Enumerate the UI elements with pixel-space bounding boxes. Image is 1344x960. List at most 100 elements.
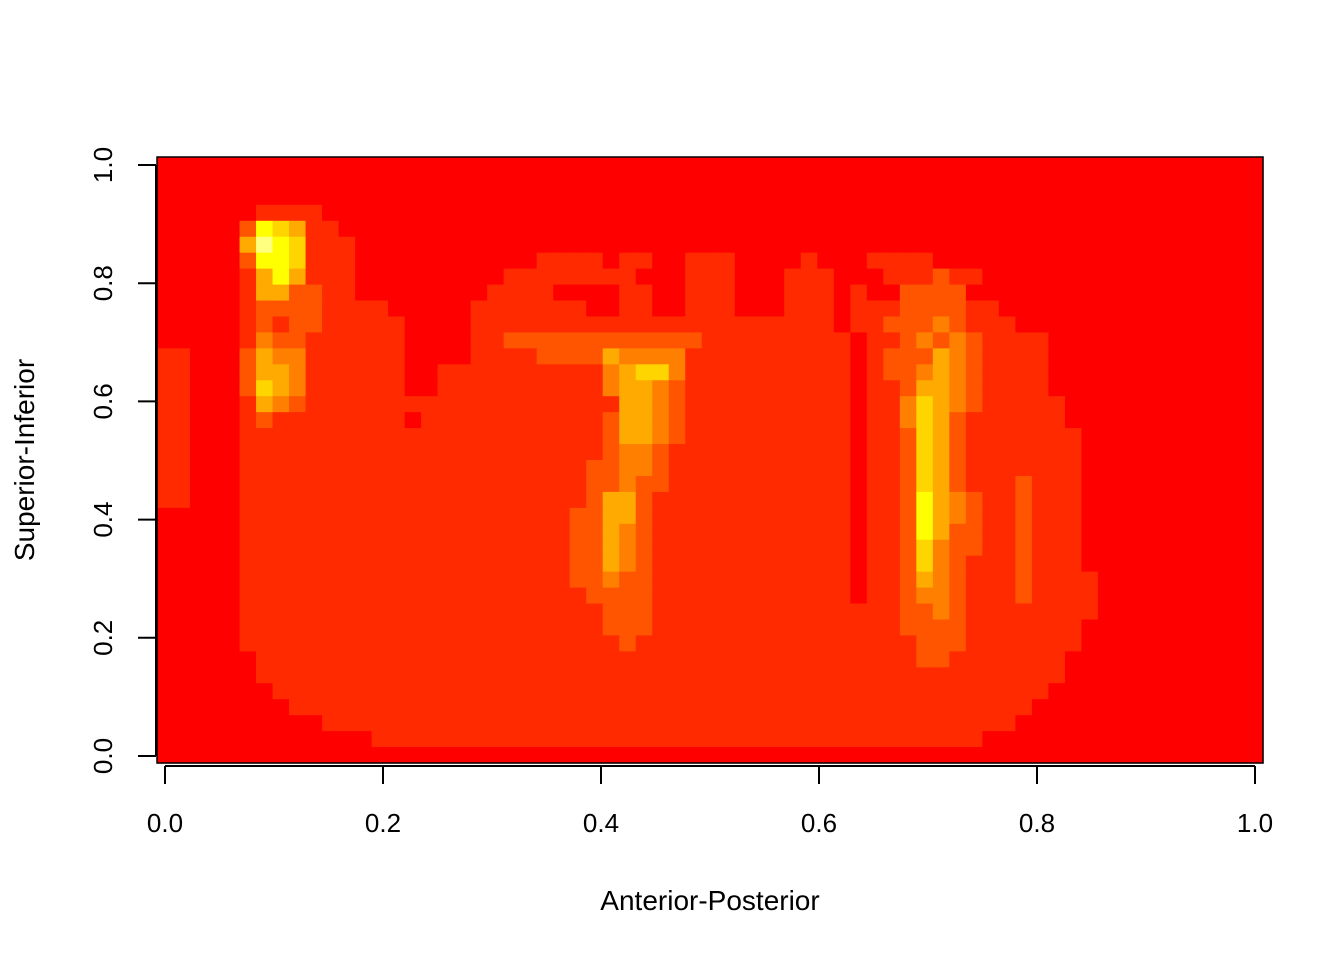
heatmap-cell [701,396,719,413]
heatmap-cell [256,571,274,589]
heatmap-cell [899,348,917,365]
heatmap-cell [866,428,884,445]
heatmap-cell [1180,683,1198,700]
heatmap-cell [470,396,488,413]
heatmap-cell [322,587,340,605]
heatmap-cell [487,364,505,381]
heatmap-cell [1246,157,1264,174]
heatmap-cell [1081,715,1099,732]
heatmap-cell [322,491,340,509]
heatmap-cell [833,651,851,668]
heatmap-cell [190,619,208,637]
heatmap-cell [1180,571,1198,589]
heatmap-cell [701,157,719,174]
heatmap-cell [602,396,620,413]
heatmap-cell [1048,268,1066,286]
heatmap-cell [1196,220,1215,238]
heatmap-cell [1196,571,1215,589]
heatmap-cell [1114,396,1132,413]
heatmap-cell [767,699,785,716]
heatmap-cell [1081,396,1099,413]
heatmap-cell [536,715,554,732]
heatmap-cell [965,348,983,365]
heatmap-cell [1130,731,1149,748]
heatmap-cell [602,460,620,477]
heatmap-cell [1048,380,1066,397]
heatmap-cell [289,603,307,621]
heatmap-cell [817,475,835,493]
heatmap-cell [173,428,191,445]
heatmap-cell [1163,603,1182,621]
heatmap-cell [404,428,422,445]
heatmap-cell [1130,587,1149,605]
heatmap-cell [817,396,835,413]
heatmap-cell [206,539,224,557]
heatmap-cell [833,715,851,732]
heatmap-cell [586,460,604,477]
heatmap-cell [734,523,752,541]
heatmap-cell [899,587,917,605]
heatmap-cell [157,300,175,318]
heatmap-cell [965,428,983,445]
heatmap-cell [173,667,191,684]
heatmap-cell [388,268,406,286]
heatmap-cell [850,571,868,589]
heatmap-cell [437,396,455,413]
heatmap-cell [470,236,488,254]
heatmap-cell [751,523,769,541]
heatmap-cell [470,571,488,589]
heatmap-cell [899,619,917,637]
heatmap-cell [256,316,274,334]
heatmap-cell [784,571,802,589]
heatmap-cell [338,188,356,206]
heatmap-cell [965,157,983,174]
heatmap-cell [998,523,1016,541]
heatmap-cell [602,188,620,206]
heatmap-cell [1196,683,1215,700]
heatmap-cell [751,172,769,190]
heatmap-cell [982,507,1000,525]
heatmap-cell [1097,300,1116,318]
heatmap-cell [784,252,802,270]
heatmap-cell [866,204,884,222]
heatmap-cell [1114,571,1132,589]
heatmap-cell [916,603,934,621]
heatmap-cell [553,428,571,445]
heatmap-cell [305,252,323,270]
heatmap-cell [949,731,967,748]
heatmap-cell [371,412,389,429]
heatmap-cell [899,475,917,493]
heatmap-cell [1246,667,1264,684]
heatmap-cell [305,236,323,254]
heatmap-cell [388,523,406,541]
heatmap-cell [256,475,274,493]
heatmap-cell [883,396,901,413]
heatmap-cell [371,475,389,493]
heatmap-cell [1147,587,1165,605]
heatmap-cell [850,284,868,302]
heatmap-cell [932,587,950,605]
heatmap-cell [388,715,406,732]
heatmap-cell [1229,667,1248,684]
heatmap-cell [338,284,356,302]
heatmap-cell [223,268,241,286]
heatmap-cell [1196,507,1215,525]
heatmap-cell [355,380,373,397]
heatmap-cell [1246,587,1264,605]
heatmap-cell [338,396,356,413]
heatmap-cell [421,444,439,461]
heatmap-cell [1213,603,1231,621]
heatmap-cell [371,491,389,509]
heatmap-cell [553,635,571,652]
heatmap-cell [718,619,736,637]
heatmap-cell [1246,428,1264,445]
heatmap-cell [487,268,505,286]
heatmap-cell [404,603,422,621]
heatmap-cell [305,491,323,509]
heatmap-cell [1081,747,1099,764]
heatmap-cell [866,236,884,254]
heatmap-cell [322,731,340,748]
heatmap-cell [883,507,901,525]
heatmap-cell [355,747,373,764]
heatmap-cell [1180,428,1198,445]
